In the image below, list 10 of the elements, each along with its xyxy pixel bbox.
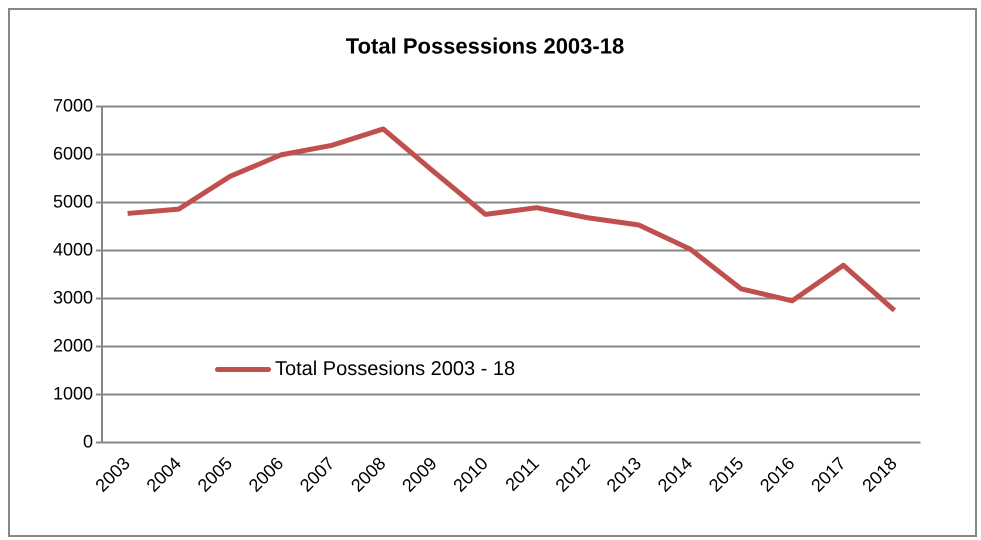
y-tick-label: 3000 [52, 287, 94, 308]
y-tick-label: 7000 [52, 95, 94, 116]
y-tick-label: 2000 [52, 335, 94, 356]
y-tick-label: 6000 [52, 143, 94, 164]
y-tick-label: 1000 [52, 383, 94, 404]
y-tick-label: 0 [83, 431, 94, 452]
legend-label: Total Possesions 2003 - 18 [275, 358, 516, 381]
chart-title: Total Possessions 2003-18 [346, 33, 624, 58]
y-tick-label: 5000 [52, 191, 94, 212]
y-tick-label: 4000 [52, 239, 94, 260]
